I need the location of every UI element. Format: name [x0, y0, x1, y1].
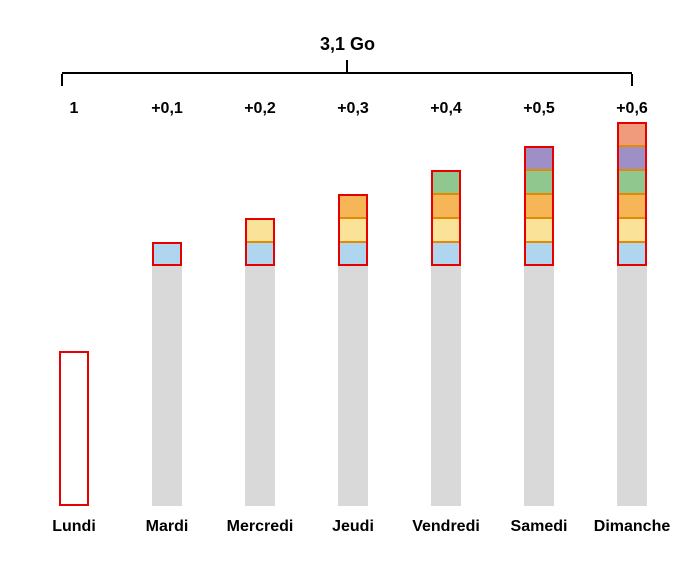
bar-base	[338, 266, 368, 506]
segment-stack-outline	[617, 122, 647, 266]
value-label: +0,2	[230, 100, 290, 118]
chart-canvas: { "title": { "text": "3,1 Go", "y": 34, …	[0, 0, 695, 568]
day-label: Vendredi	[400, 518, 492, 536]
day-label: Dimanche	[584, 518, 680, 536]
value-label: +0,4	[416, 100, 476, 118]
bar-base	[617, 266, 647, 506]
day-label: Mercredi	[215, 518, 305, 536]
bracket	[62, 72, 632, 74]
segment-stack-outline	[152, 242, 182, 266]
segment-stack-outline	[338, 194, 368, 266]
bracket-stem	[346, 60, 348, 74]
bracket-left-drop	[61, 74, 63, 86]
segment-stack-outline	[524, 146, 554, 266]
bar-lundi-outline	[59, 351, 89, 506]
bracket-right-drop	[631, 74, 633, 86]
day-label: Lundi	[34, 518, 114, 536]
day-label: Mardi	[127, 518, 207, 536]
segment-stack-outline	[431, 170, 461, 266]
day-label: Jeudi	[313, 518, 393, 536]
bar-base	[524, 266, 554, 506]
day-label: Samedi	[499, 518, 579, 536]
bar-base	[245, 266, 275, 506]
value-label: 1	[44, 100, 104, 118]
chart-title: 3,1 Go	[0, 34, 695, 55]
value-label: +0,5	[509, 100, 569, 118]
value-label: +0,3	[323, 100, 383, 118]
bar-base	[431, 266, 461, 506]
value-label: +0,1	[137, 100, 197, 118]
bar-base	[152, 266, 182, 506]
value-label: +0,6	[602, 100, 662, 118]
segment-stack-outline	[245, 218, 275, 266]
